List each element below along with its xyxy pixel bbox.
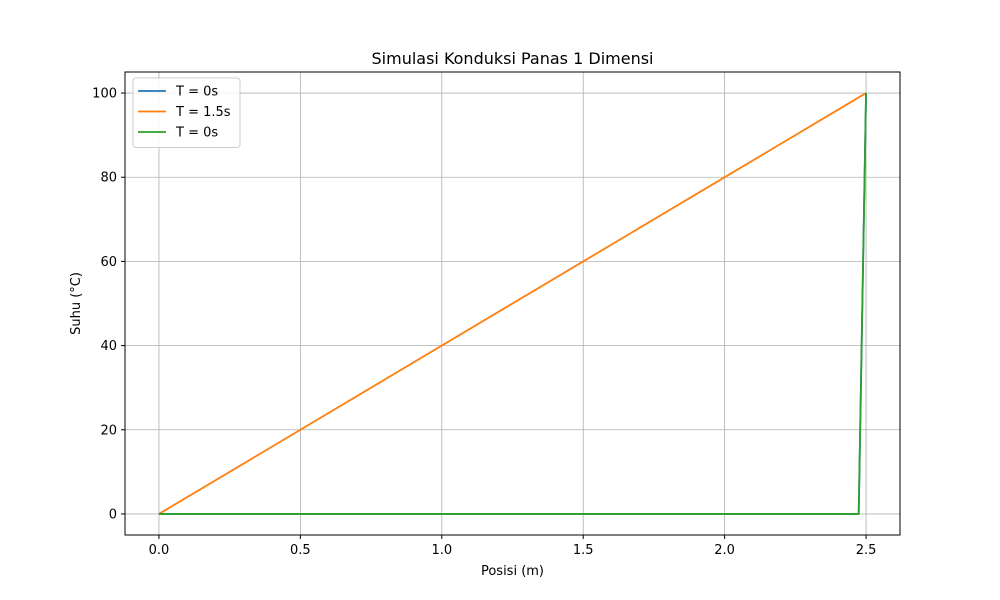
legend-label: T = 1.5s	[175, 105, 231, 120]
x-tick-label: 2.5	[856, 543, 877, 558]
legend-label: T = 0s	[175, 126, 218, 141]
series-line-2	[158, 92, 867, 515]
y-tick-label: 40	[100, 339, 117, 354]
y-tick-label: 100	[92, 87, 117, 102]
ticks: 0.0 0.5 1.0 1.5 2.0 2.5 0 20 40 60 80 100	[92, 87, 876, 558]
y-tick-label: 20	[100, 423, 117, 438]
x-tick-label: 1.0	[431, 543, 452, 558]
y-tick-label: 0	[109, 507, 117, 522]
plot-frame	[124, 71, 901, 536]
x-tick-label: 1.5	[573, 543, 594, 558]
x-tick-label: 0.0	[149, 543, 170, 558]
legend-box	[132, 77, 241, 148]
series-line-3	[158, 93, 867, 515]
chart-title: Simulasi Konduksi Panas 1 Dimensi	[372, 49, 654, 68]
series-layer	[158, 92, 867, 515]
y-axis-label: Suhu (°C)	[69, 272, 84, 335]
x-tick-label: 0.5	[290, 543, 311, 558]
legend: T = 0s T = 1.5s T = 0s	[132, 77, 241, 148]
legend-label: T = 0s	[175, 85, 218, 100]
x-axis-label: Posisi (m)	[481, 564, 544, 579]
y-tick-label: 80	[100, 171, 117, 186]
y-tick-label: 60	[100, 255, 117, 270]
x-tick-label: 2.0	[714, 543, 735, 558]
